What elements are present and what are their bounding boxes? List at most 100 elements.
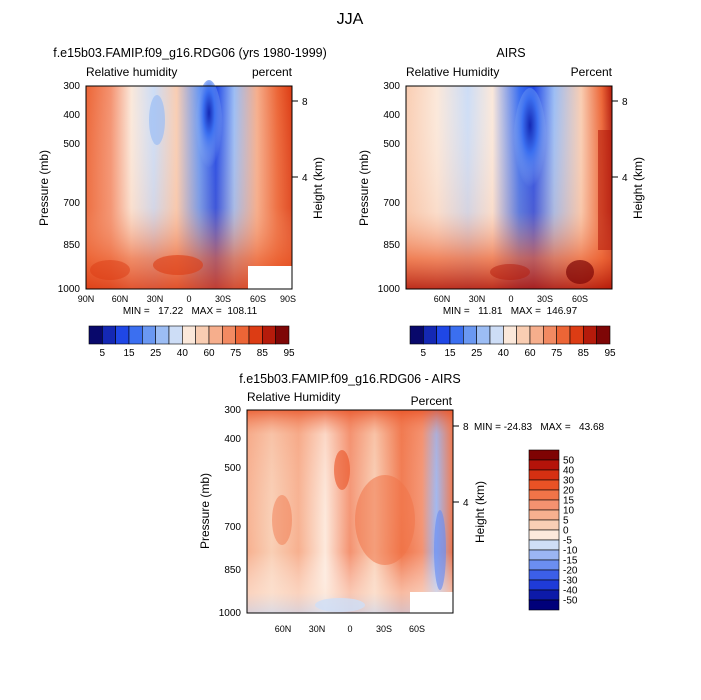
colorbar-label: 15 (123, 348, 135, 359)
missing-data-region (248, 266, 292, 289)
colorbar-swatch (208, 325, 223, 345)
colorbar-swatch (528, 459, 560, 471)
colorbar-label: 50 (563, 456, 575, 467)
y-tick-label: 700 (224, 522, 241, 533)
stats-label: MIN = -24.83 MAX = 43.68 (474, 422, 605, 433)
colorbar-label: 75 (230, 348, 242, 359)
variable-label: Relative humidity (86, 65, 177, 79)
y-tick-label: 1000 (219, 608, 242, 619)
colorbar-label: 95 (283, 348, 295, 359)
y-tick-label: 850 (224, 565, 241, 576)
colorbar-swatch (248, 325, 263, 345)
x-tick-label: 0 (508, 294, 513, 304)
colorbar-label: -15 (563, 556, 578, 567)
colorbar-swatch (528, 489, 560, 501)
colorbar-swatch (168, 325, 183, 345)
y-tick-label: 1000 (58, 284, 81, 295)
colorbar: 5 15 25 40 60 75 85 95 (409, 325, 616, 359)
colorbar-label: 5 (421, 348, 427, 359)
colorbar-label: 85 (578, 348, 590, 359)
y2-tick-label: 8 (302, 97, 308, 108)
colorbar-swatch (528, 589, 560, 601)
colorbar-label: 25 (471, 348, 483, 359)
colorbar-label: 60 (524, 348, 536, 359)
colorbar-swatch (142, 325, 156, 345)
y-tick-label: 500 (63, 139, 80, 150)
colorbar-label: 75 (551, 348, 563, 359)
plot-frame (246, 409, 454, 614)
y2-axis-label: Height (km) (631, 157, 645, 219)
y2-tick-label: 8 (622, 97, 628, 108)
x-tick-label: 30N (309, 624, 326, 634)
x-tick-labels: 90N 60N 30N 0 30S 60S 90S (78, 294, 296, 304)
colorbar-label: -50 (563, 596, 578, 607)
y2-tick-labels: 8 4 (453, 422, 469, 509)
y-axis-label: Pressure (mb) (37, 150, 51, 226)
colorbar-swatch (409, 325, 424, 345)
colorbar-label: 5 (100, 348, 106, 359)
x-tick-label: 60S (572, 294, 588, 304)
y-tick-label: 300 (63, 81, 80, 92)
colorbar-swatch (528, 499, 560, 511)
colorbar-label: 85 (257, 348, 269, 359)
x-tick-label: 30S (376, 624, 392, 634)
y-tick-label: 400 (63, 110, 80, 121)
plot-frame (85, 85, 293, 290)
colorbar-swatch (528, 599, 560, 611)
colorbar-swatch (528, 559, 560, 571)
colorbar-swatch (436, 325, 451, 345)
y2-axis-label: Height (km) (473, 481, 487, 543)
y-axis-label: Pressure (mb) (198, 473, 212, 549)
x-tick-label: 90S (280, 294, 296, 304)
colorbar-swatch (528, 479, 560, 491)
plot-frame (405, 85, 613, 290)
colorbar-swatch (528, 449, 560, 461)
colorbar-label: -30 (563, 576, 578, 587)
colorbar-swatch (476, 325, 491, 345)
colorbar-label: 60 (203, 348, 215, 359)
panel-title: f.e15b03.FAMIP.f09_g16.RDG06 - AIRS (239, 372, 460, 386)
y-tick-label: 300 (383, 81, 400, 92)
y-tick-label: 1000 (378, 284, 401, 295)
colorbar-label: 25 (150, 348, 162, 359)
colorbar-label: 15 (444, 348, 456, 359)
colorbar-swatch (543, 325, 557, 345)
colorbar-swatch (503, 325, 517, 345)
y-tick-label: 850 (383, 240, 400, 251)
colorbar-label: 40 (177, 348, 189, 359)
colorbar-swatch (556, 325, 571, 345)
x-tick-label: 60N (275, 624, 292, 634)
y-tick-labels: 300 400 500 700 850 1000 (58, 81, 81, 295)
colorbar-swatch (88, 325, 103, 345)
colorbar-swatch (102, 325, 116, 345)
x-tick-label: 0 (347, 624, 352, 634)
colorbar-swatch (528, 569, 560, 581)
y2-tick-label: 4 (622, 173, 628, 184)
x-tick-label: 30S (537, 294, 553, 304)
stats-label: MIN = 17.22 MAX = 108.11 (123, 306, 258, 317)
y2-tick-label: 4 (463, 498, 469, 509)
units-label: Percent (571, 65, 613, 79)
colorbar-label: 5 (563, 516, 569, 527)
y-tick-label: 850 (63, 240, 80, 251)
y2-tick-label: 4 (302, 173, 308, 184)
x-tick-labels: 60N 30N 0 30S 60S (434, 294, 588, 304)
x-tick-label: 90N (78, 294, 95, 304)
colorbar-label: 15 (563, 496, 575, 507)
x-tick-label: 0 (186, 294, 191, 304)
y-tick-label: 400 (383, 110, 400, 121)
x-tick-labels: 60N 30N 0 30S 60S (275, 624, 425, 634)
y-tick-label: 500 (383, 139, 400, 150)
colorbar-label: 0 (563, 526, 569, 537)
x-tick-label: 30N (469, 294, 486, 304)
y-axis-label: Pressure (mb) (357, 150, 371, 226)
colorbar: 5 15 25 40 60 75 85 95 (88, 325, 295, 359)
missing-data-region (410, 592, 453, 613)
colorbar-swatch (182, 325, 196, 345)
colorbar-swatch (516, 325, 531, 345)
panel-title: f.e15b03.FAMIP.f09_g16.RDG06 (yrs 1980-1… (53, 46, 327, 60)
colorbar-label: 10 (563, 506, 575, 517)
y-tick-labels: 300 400 500 700 850 1000 (219, 405, 242, 619)
x-tick-label: 60N (112, 294, 129, 304)
